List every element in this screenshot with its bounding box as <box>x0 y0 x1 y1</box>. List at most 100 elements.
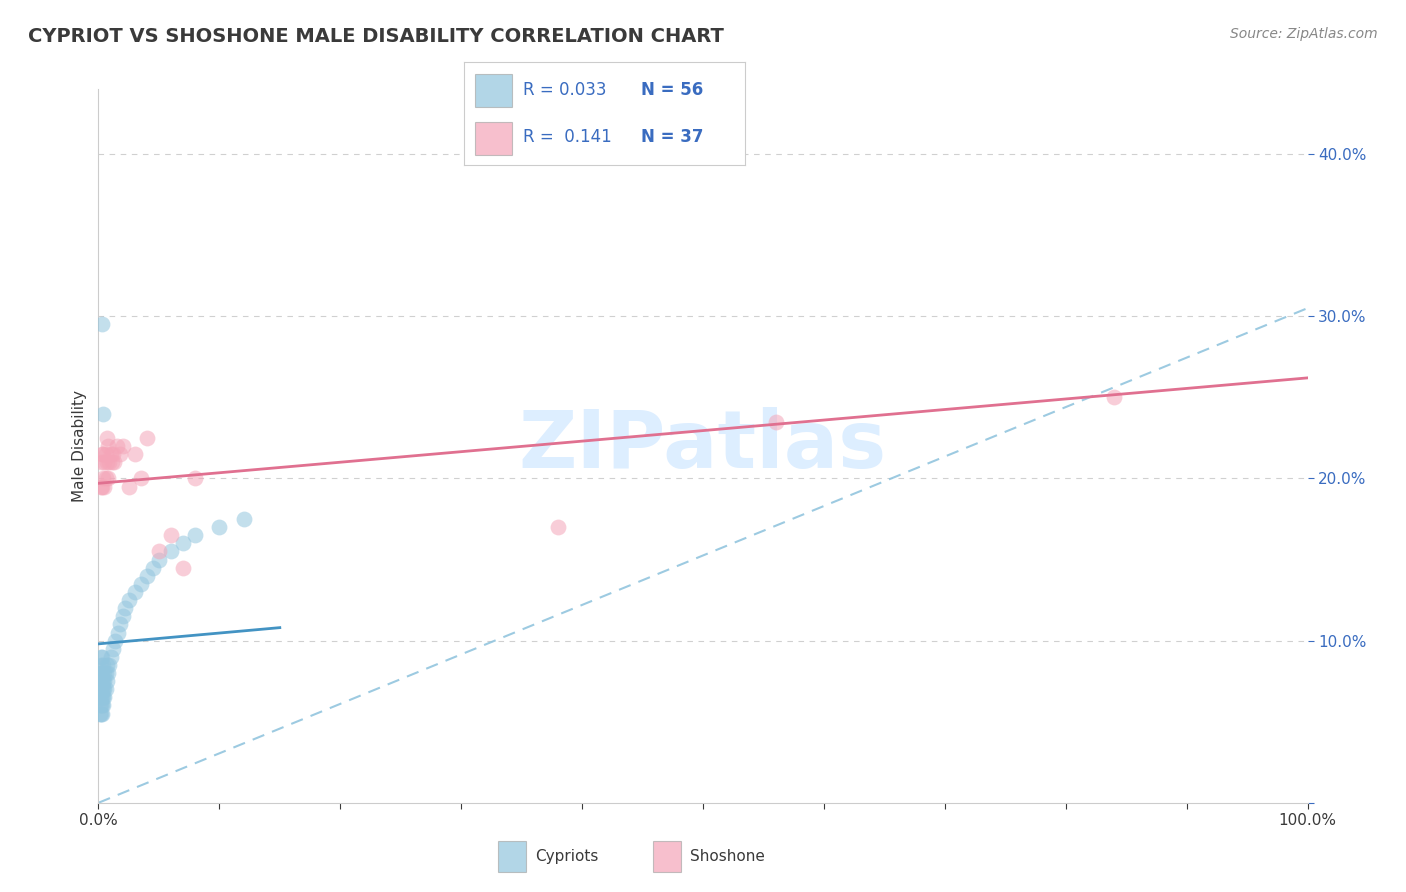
Point <box>90 698 112 713</box>
Point <box>90 455 112 469</box>
Point <box>100 455 122 469</box>
Point <box>91 682 114 697</box>
Point <box>93 682 115 697</box>
Point <box>91 690 114 705</box>
Point <box>90 682 112 697</box>
Point <box>91 674 114 689</box>
Point <box>96 657 118 672</box>
Point <box>96 455 118 469</box>
Point <box>89 698 111 713</box>
Point <box>97 439 120 453</box>
Point <box>93 479 115 493</box>
Point <box>208 520 231 534</box>
Point <box>172 560 194 574</box>
Point <box>124 585 146 599</box>
Point <box>118 479 141 493</box>
Text: Shoshone: Shoshone <box>690 849 765 863</box>
Bar <box>498 840 526 872</box>
Text: Cypriots: Cypriots <box>536 849 599 863</box>
Text: CYPRIOT VS SHOSHONE MALE DISABILITY CORRELATION CHART: CYPRIOT VS SHOSHONE MALE DISABILITY CORR… <box>28 27 724 45</box>
Point <box>91 649 114 664</box>
Point <box>160 544 183 558</box>
Point <box>114 601 136 615</box>
Text: Source: ZipAtlas.com: Source: ZipAtlas.com <box>1230 27 1378 41</box>
Point <box>91 447 114 461</box>
Point <box>91 318 114 332</box>
Point <box>91 479 114 493</box>
Point <box>93 455 115 469</box>
Point <box>89 706 111 721</box>
Y-axis label: Male Disability: Male Disability <box>72 390 87 502</box>
Point <box>111 609 134 624</box>
Point <box>184 471 207 485</box>
Point <box>1102 390 1125 404</box>
Point <box>160 528 183 542</box>
Point <box>98 657 121 672</box>
Point <box>142 560 165 574</box>
Point <box>111 439 134 453</box>
Point <box>94 471 117 485</box>
Point <box>90 690 112 705</box>
Text: R =  0.141: R = 0.141 <box>523 128 612 146</box>
Point <box>89 674 111 689</box>
Point <box>91 682 114 697</box>
Point <box>90 479 112 493</box>
Point <box>118 593 141 607</box>
Point <box>97 471 120 485</box>
Point <box>90 674 112 689</box>
Point <box>90 666 112 681</box>
Point <box>148 552 170 566</box>
Point <box>91 657 114 672</box>
Bar <box>475 74 512 106</box>
Point <box>93 666 115 681</box>
Point <box>129 471 152 485</box>
Point <box>89 666 111 681</box>
Point <box>91 447 114 461</box>
Point <box>94 682 117 697</box>
Point <box>91 698 114 713</box>
Point <box>89 682 111 697</box>
Point <box>100 447 122 461</box>
Point <box>98 455 121 469</box>
Point <box>105 439 128 453</box>
Point <box>100 649 122 664</box>
Bar <box>475 122 512 155</box>
Point <box>172 536 194 550</box>
Point <box>135 568 157 582</box>
Point <box>91 666 114 681</box>
Point <box>135 431 157 445</box>
Point <box>90 657 112 672</box>
Point <box>108 447 131 461</box>
Point <box>90 649 112 664</box>
Point <box>232 512 254 526</box>
Point <box>94 666 117 681</box>
Point <box>765 415 787 429</box>
Point <box>91 674 114 689</box>
Point <box>94 447 117 461</box>
Point <box>124 447 146 461</box>
Point <box>96 431 118 445</box>
Point <box>547 520 569 534</box>
Point <box>91 698 114 713</box>
Text: N = 56: N = 56 <box>641 81 703 99</box>
Bar <box>652 840 681 872</box>
Point <box>91 471 114 485</box>
Point <box>89 690 111 705</box>
Point <box>93 690 115 705</box>
Point <box>101 447 124 461</box>
Text: R = 0.033: R = 0.033 <box>523 81 606 99</box>
Point <box>97 666 120 681</box>
Point <box>91 690 114 705</box>
Point <box>104 633 127 648</box>
Point <box>93 674 115 689</box>
Text: ZIPatlas: ZIPatlas <box>519 407 887 485</box>
Point <box>91 407 114 421</box>
Point <box>90 706 112 721</box>
Point <box>103 455 125 469</box>
Point <box>101 641 124 656</box>
Point <box>148 544 170 558</box>
Point <box>108 617 131 632</box>
Point <box>129 577 152 591</box>
Point <box>184 528 207 542</box>
Text: N = 37: N = 37 <box>641 128 703 146</box>
